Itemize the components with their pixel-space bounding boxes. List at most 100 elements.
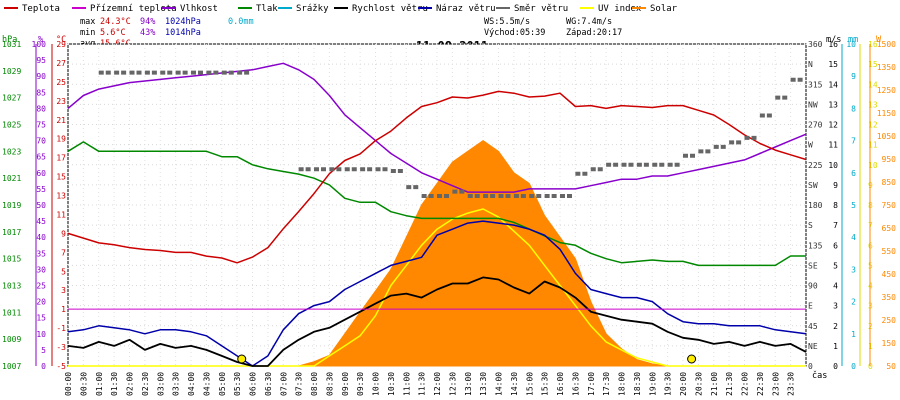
tick-label-time: 19:00 xyxy=(648,372,657,396)
tick-label-celsius: 13 xyxy=(56,192,66,201)
stat-wg: WG:7.4m/s xyxy=(566,17,612,27)
tick-label-celsius: 7 xyxy=(61,248,66,257)
legend-label-srazky: Srážky xyxy=(296,4,329,14)
tick-label-ms: 0 xyxy=(833,362,838,371)
tick-label-celsius: 29 xyxy=(56,40,66,49)
tick-label-time: 06:00 xyxy=(249,372,258,396)
tick-label-hpa: 1015 xyxy=(2,255,21,264)
tick-label-w: 550 xyxy=(882,247,897,256)
tick-label-w: 750 xyxy=(882,201,897,210)
tick-label-time: 19:30 xyxy=(664,372,673,396)
unit-hpa: hPa xyxy=(2,35,17,45)
tick-label-celsius: 15 xyxy=(56,173,66,182)
tick-label-time: 14:00 xyxy=(495,372,504,396)
tick-label-hpa: 1007 xyxy=(2,362,21,371)
tick-label-hpa: 1019 xyxy=(2,201,21,210)
tick-label-time: 05:00 xyxy=(218,372,227,396)
tick-label-ms: 12 xyxy=(828,121,838,130)
tick-label-time: 09:00 xyxy=(341,372,350,396)
tick-label-time: 22:30 xyxy=(756,372,765,396)
tick-label-uv: 10 xyxy=(868,161,878,170)
stat-max-hum: 94% xyxy=(140,17,155,27)
tick-label-pct: 30 xyxy=(36,265,46,274)
tick-label-pct: 0 xyxy=(41,362,46,371)
tick-label-time: 12:30 xyxy=(448,372,457,396)
tick-label-pct: 60 xyxy=(36,169,46,178)
unit-mm: mm xyxy=(848,35,858,45)
tick-label-celsius: 25 xyxy=(56,78,66,87)
tick-label-pct: 10 xyxy=(36,330,46,339)
x-axis-label: čas xyxy=(812,370,827,381)
tick-label-w: 1500 xyxy=(877,40,896,49)
tick-label-w: 1250 xyxy=(877,86,896,95)
tick-label-direction: NW xyxy=(808,100,818,109)
legend-label-smer: Směr větru xyxy=(514,4,568,14)
tick-label-time: 01:30 xyxy=(110,372,119,396)
stat-min-press: 1014hPa xyxy=(165,28,201,38)
stat-min-temp: 5.6°C xyxy=(100,28,126,38)
tick-label-ms: 13 xyxy=(828,100,838,109)
stat-max-label: max xyxy=(80,17,95,27)
tick-label-time: 00:00 xyxy=(64,372,73,396)
tick-label-celsius: 17 xyxy=(56,154,66,163)
plot-area xyxy=(67,62,807,367)
tick-label-celsius: -3 xyxy=(56,343,66,352)
tick-label-time: 14:30 xyxy=(510,372,519,396)
unit-pct: % xyxy=(38,35,43,45)
tick-label-time: 10:30 xyxy=(387,372,396,396)
tick-label-hpa: 1027 xyxy=(2,94,21,103)
tick-label-time: 02:30 xyxy=(141,372,150,396)
tick-label-direction: 315 xyxy=(808,80,823,89)
tick-label-w: 50 xyxy=(886,362,896,371)
tick-label-direction: 360 xyxy=(808,40,823,49)
tick-label-pct: 70 xyxy=(36,137,46,146)
tick-label-mm: 3 xyxy=(851,265,856,274)
tick-label-celsius: 11 xyxy=(56,210,66,219)
tick-label-time: 21:30 xyxy=(725,372,734,396)
tick-label-time: 10:00 xyxy=(372,372,381,396)
tick-label-hpa: 1023 xyxy=(2,147,21,156)
tick-label-celsius: 23 xyxy=(56,97,66,106)
wind-speed-line xyxy=(67,276,807,367)
tick-label-time: 05:30 xyxy=(233,372,242,396)
tick-label-pct: 45 xyxy=(36,217,46,226)
tick-label-time: 13:00 xyxy=(464,372,473,396)
tick-label-pct: 40 xyxy=(36,233,46,242)
tick-label-w: 1050 xyxy=(877,132,896,141)
tick-label-time: 18:00 xyxy=(618,372,627,396)
tick-label-pct: 35 xyxy=(36,249,46,258)
legend: Teplota Přízemní teplota Vlhkost Tlak Srážky… xyxy=(4,4,678,14)
stat-max-temp: 24.3°C xyxy=(100,17,131,27)
tick-label-w: 650 xyxy=(882,224,897,233)
tick-label-direction: 135 xyxy=(808,241,823,250)
tick-label-direction: 180 xyxy=(808,201,823,210)
tick-label-time: 06:30 xyxy=(264,372,273,396)
stat-ws: WS:5.5m/s xyxy=(484,17,530,27)
tick-label-w: 350 xyxy=(882,293,897,302)
temperature-line xyxy=(67,90,807,264)
tick-label-time: 09:30 xyxy=(356,372,365,396)
tick-label-time: 16:30 xyxy=(571,372,580,396)
legend-label-naraz: Náraz větru xyxy=(436,4,496,14)
tick-label-mm: 8 xyxy=(851,104,856,113)
tick-label-time: 02:00 xyxy=(126,372,135,396)
tick-label-mm: 4 xyxy=(851,233,856,242)
tick-label-celsius: 9 xyxy=(61,229,66,238)
tick-label-uv: 0 xyxy=(868,362,873,371)
tick-label-time: 22:00 xyxy=(741,372,750,396)
sunrise-marker xyxy=(237,354,247,364)
stat-rain: 0.0mm xyxy=(228,17,254,27)
tick-label-time: 04:30 xyxy=(202,372,211,396)
stat-min-hum: 43% xyxy=(140,28,155,38)
tick-label-celsius: 3 xyxy=(61,286,66,295)
tick-label-pct: 75 xyxy=(36,121,46,130)
tick-label-direction: N xyxy=(808,60,813,69)
tick-label-time: 00:30 xyxy=(79,372,88,396)
tick-label-direction: SE xyxy=(808,261,818,270)
tick-label-celsius: -1 xyxy=(56,324,66,333)
tick-label-time: 08:00 xyxy=(310,372,319,396)
tick-label-direction: S xyxy=(808,221,813,230)
tick-label-hpa: 1021 xyxy=(2,174,21,183)
tick-label-time: 07:30 xyxy=(295,372,304,396)
